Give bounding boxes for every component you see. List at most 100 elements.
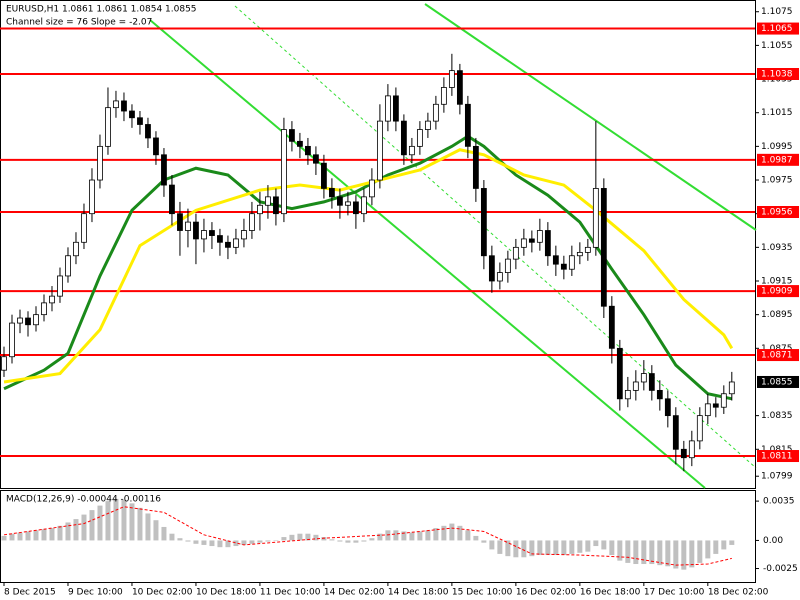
macd-bar [521, 540, 527, 558]
candle-body [137, 117, 143, 125]
candle-body [672, 415, 679, 450]
candle-body [464, 103, 471, 147]
candle-body [376, 120, 383, 181]
macd-bar [721, 540, 727, 550]
macd-bar [105, 501, 111, 541]
y-tick-label: -0.0025 [763, 564, 798, 574]
macd-bar [193, 540, 199, 544]
macd-bar [561, 540, 567, 556]
macd-bar [457, 525, 463, 541]
candle-body [704, 403, 711, 417]
candle-body [289, 129, 295, 142]
macd-bar [729, 540, 735, 545]
candle-body [9, 322, 15, 358]
level-label-box [757, 450, 799, 463]
macd-bar [449, 523, 455, 541]
macd-bar [601, 540, 607, 550]
candle-body [680, 448, 687, 459]
candle-body [81, 213, 87, 243]
macd-bar [417, 531, 423, 541]
macd-bar [409, 532, 415, 541]
plot-layer: 1.10751.10551.10351.10151.09951.09751.09… [0, 7, 799, 598]
macd-bar [473, 535, 479, 541]
macd-bar [393, 530, 399, 541]
macd-bar [433, 528, 439, 541]
macd-bar [233, 540, 239, 547]
candle-body [49, 295, 55, 304]
macd-bar [353, 540, 359, 543]
candle-body [257, 204, 263, 215]
macd-bar [209, 540, 215, 547]
level-label-box [757, 285, 799, 298]
candle-body [712, 403, 719, 408]
macd-title: MACD(12,26,9) -0.00044 -0.00116 [6, 495, 161, 505]
moving-average [3, 148, 734, 384]
candle-body [512, 246, 519, 260]
candle-body [392, 95, 399, 122]
macd-bar [465, 530, 471, 541]
x-tick-label: 14 Dec 02:00 [324, 588, 385, 598]
macd-bar [241, 540, 247, 545]
macd-bar [225, 540, 231, 548]
macd-bar [33, 530, 39, 541]
candle-body [17, 317, 23, 324]
channel-line [149, 19, 706, 489]
macd-bar [57, 525, 63, 541]
candle-body [384, 95, 391, 122]
candle-body [416, 129, 423, 147]
candle-body [504, 258, 511, 273]
x-tick-label: 14 Dec 18:00 [388, 588, 449, 598]
macd-bar [609, 540, 615, 556]
y-tick-label: 1.0895 [761, 310, 793, 320]
candle-body [113, 100, 119, 109]
candle-body [209, 230, 215, 236]
candle-body [121, 100, 127, 112]
candle-body [544, 230, 551, 257]
candle-body [97, 145, 103, 181]
macd-bar [649, 540, 655, 565]
candle-body [624, 389, 631, 400]
macd-bar [161, 526, 167, 541]
candle-body [33, 314, 39, 326]
level-label-box [757, 153, 799, 166]
macd-bar [705, 540, 711, 559]
candle-body [185, 221, 191, 231]
candle-body [337, 196, 343, 206]
candle-body [313, 154, 319, 164]
macd-bar [553, 540, 559, 556]
macd-bar [265, 540, 271, 542]
candle-body [520, 238, 527, 248]
candle-body [329, 188, 335, 198]
level-label-box [757, 206, 799, 218]
level-label: 1.1038 [761, 70, 793, 80]
x-tick-label: 10 Dec 18:00 [196, 588, 257, 598]
macd-bar [329, 539, 335, 541]
candle-body [528, 238, 535, 243]
y-tick-label: 0.0035 [763, 497, 795, 507]
macd-bar [185, 540, 191, 542]
candle-body [225, 241, 231, 248]
macd-bar [153, 520, 159, 541]
candle-body [408, 145, 415, 156]
candle-body [616, 347, 623, 400]
candle-body [488, 255, 495, 282]
y-tick-label: 1.0935 [761, 243, 793, 253]
candle-body [720, 393, 727, 408]
macd-bar [201, 540, 207, 545]
candle-body [73, 241, 79, 257]
macd-bar [577, 540, 583, 553]
macd-bar [49, 528, 55, 541]
y-tick-label: 1.1055 [761, 41, 793, 51]
macd-bar [657, 540, 663, 566]
candle-body [688, 440, 695, 459]
macd-bar [497, 540, 503, 554]
level-label: 1.0987 [761, 155, 793, 165]
candle-body [424, 120, 431, 130]
macd-bar [633, 540, 639, 565]
macd-bar [73, 519, 79, 541]
y-tick-label: 1.0815 [761, 445, 793, 455]
macd-bar [697, 540, 703, 563]
macd-bar [545, 540, 551, 556]
candle-body [472, 145, 479, 189]
